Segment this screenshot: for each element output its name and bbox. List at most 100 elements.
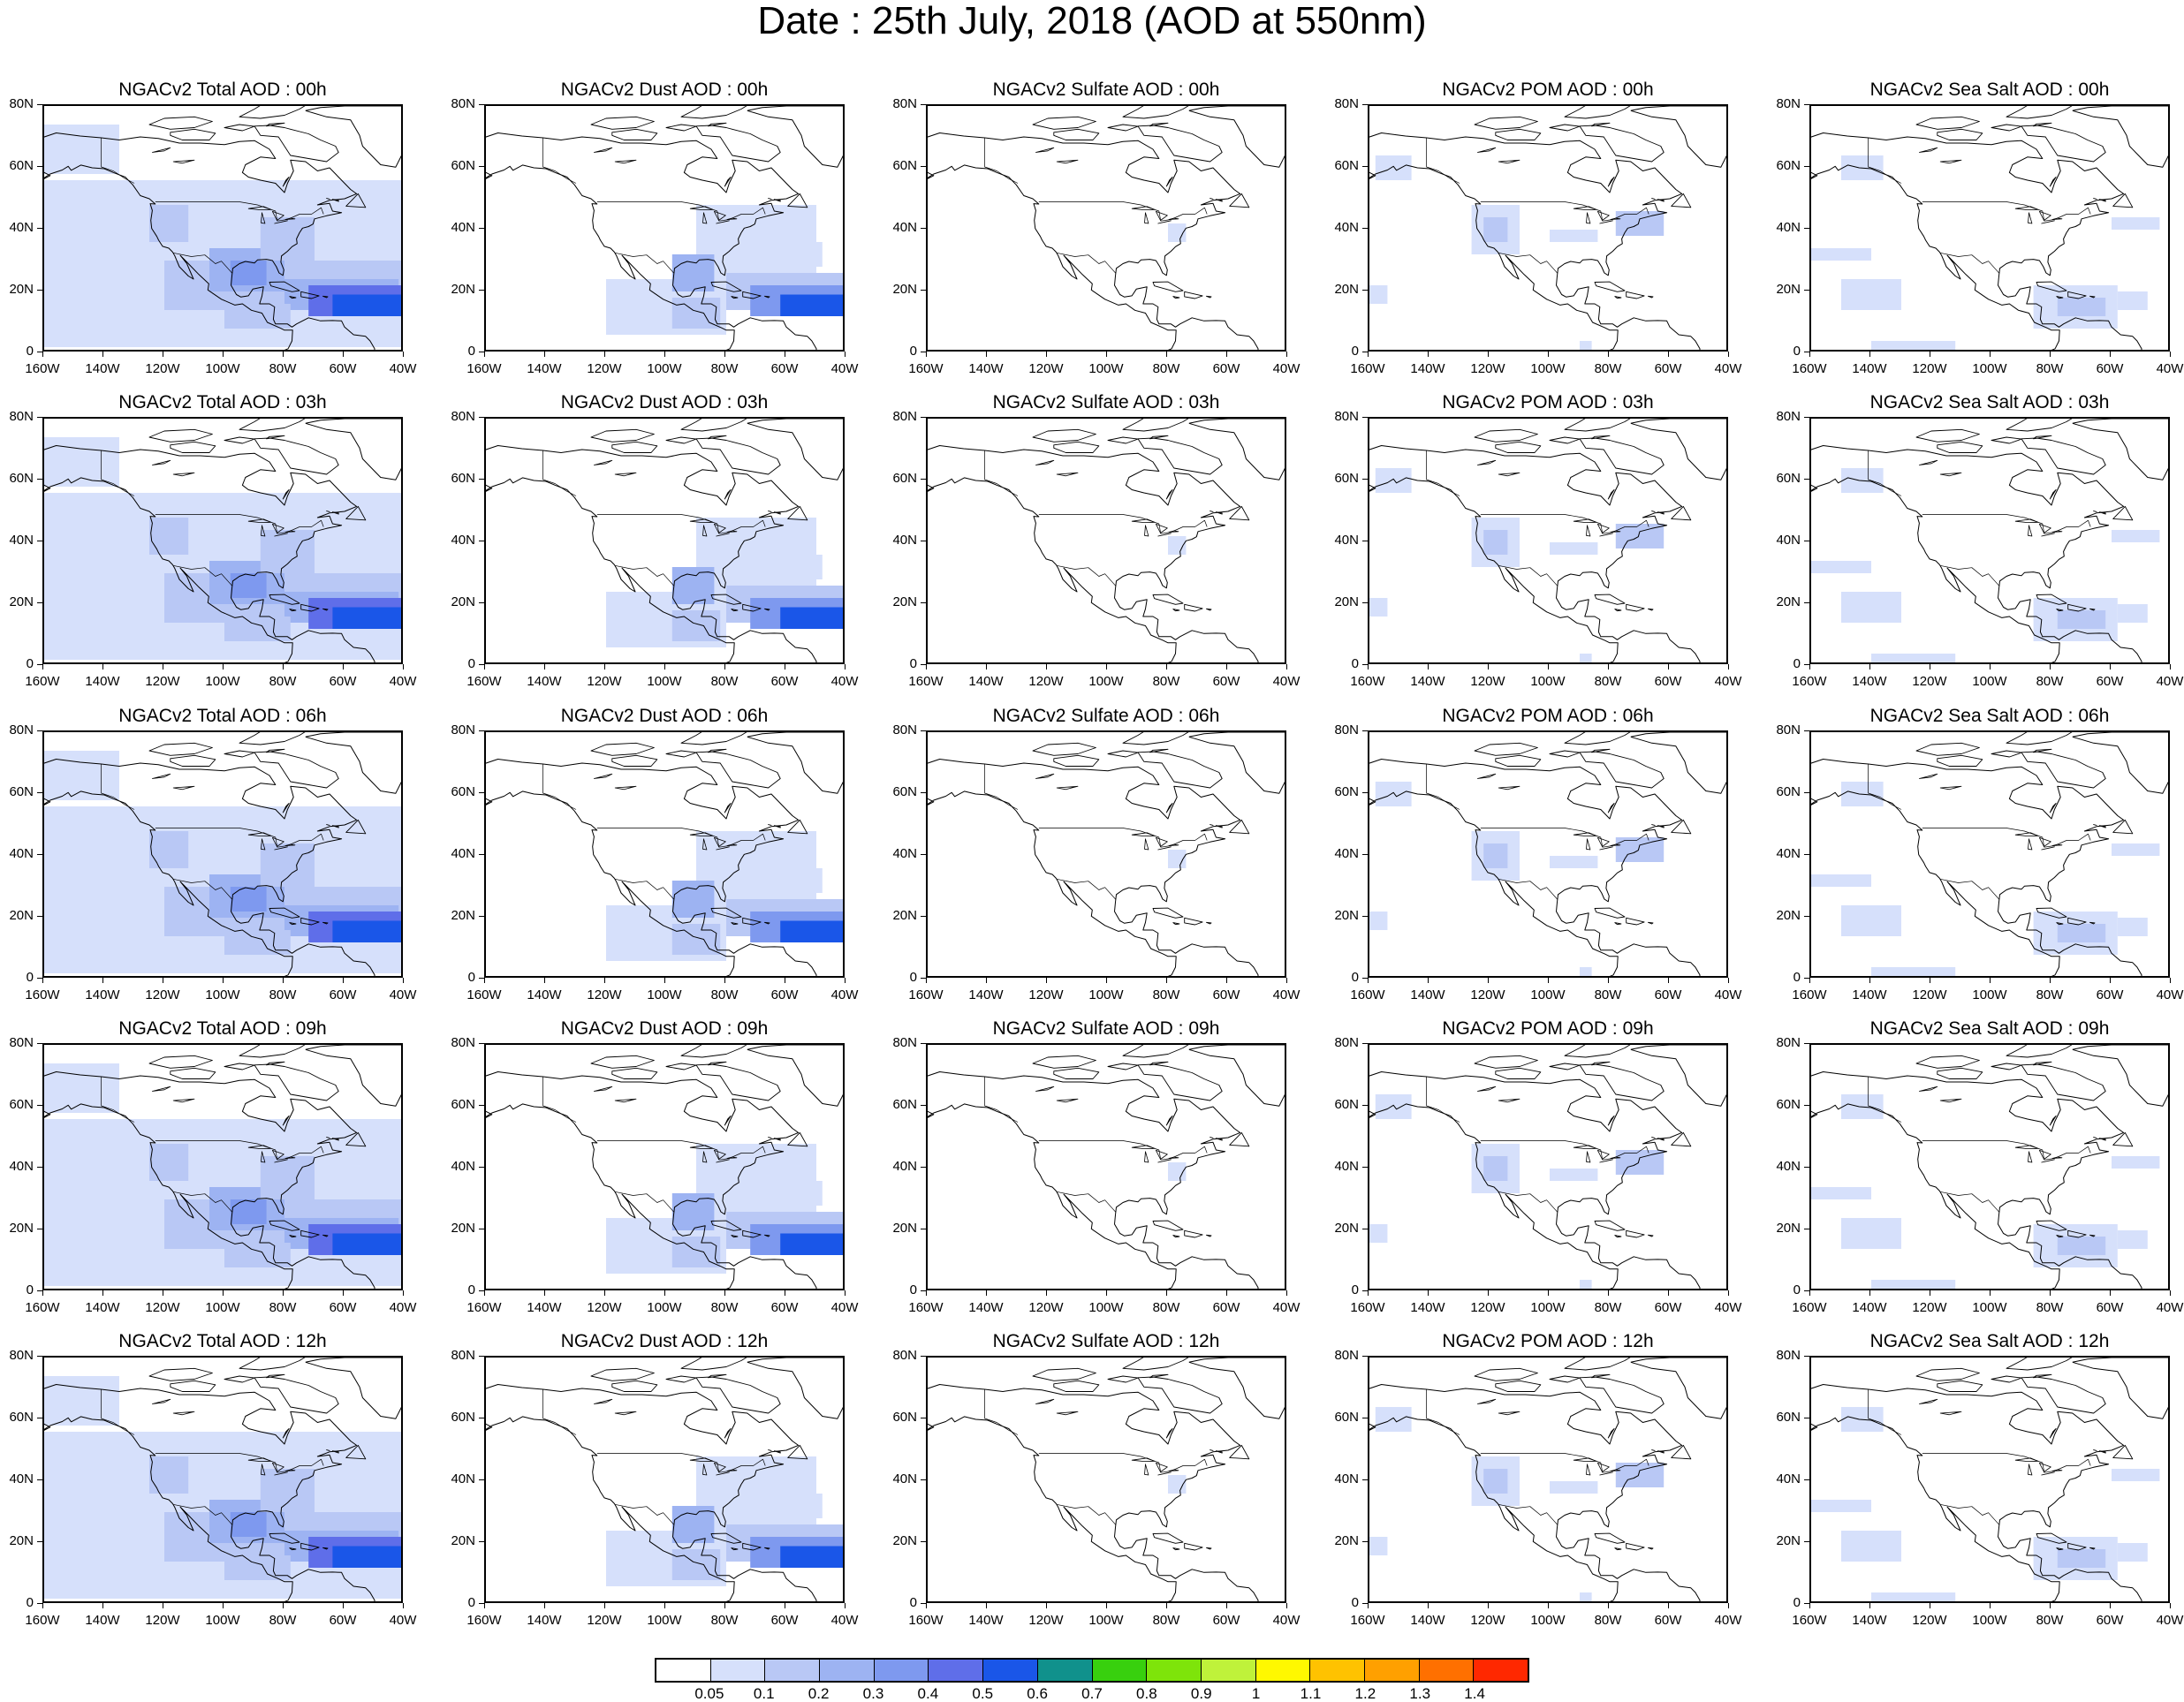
lat-tick [1804, 1043, 1809, 1044]
island-outline [1032, 1055, 1096, 1069]
lon-tick [544, 664, 545, 669]
lat-tick-label: 80N [451, 409, 475, 424]
aod-shade [44, 1376, 119, 1426]
lon-tick-label: 80W [710, 1300, 739, 1315]
country-border [155, 201, 324, 222]
aod-shade [1580, 1280, 1592, 1289]
lat-tick-label: 40N [9, 220, 34, 235]
island-outline [1152, 594, 1184, 605]
island-outline [2049, 489, 2057, 500]
island-outline [1648, 921, 1654, 925]
island-outline [300, 291, 320, 299]
lat-tick [1362, 792, 1368, 793]
lon-tick-label: 160W [25, 361, 60, 376]
island-outline [148, 742, 213, 756]
lon-tick [724, 664, 725, 669]
lat-tick [479, 1167, 484, 1168]
panel-title: NGACv2 Sulfate AOD : 03h [992, 392, 1220, 412]
lat-tick-label: 80N [9, 722, 34, 738]
lon-tick-label: 140W [968, 361, 1004, 376]
lake-outline [274, 1471, 288, 1476]
island-outline [1053, 128, 1100, 140]
lon-tick [664, 664, 665, 669]
lake-outline [716, 1159, 730, 1163]
colorbar-swatch [1037, 1660, 1093, 1681]
lat-tick [1804, 1167, 1809, 1168]
map-frame [484, 730, 845, 978]
island-outline [773, 511, 781, 515]
panel-title: NGACv2 Dust AOD : 00h [560, 79, 769, 100]
lon-tick-label: 60W [1212, 674, 1240, 689]
map-panel: NGACv2 Sulfate AOD : 06h 80N 60N 40N 20N 0 160… [883, 704, 1329, 1008]
lon-tick-label: 40W [2156, 361, 2184, 376]
lon-tick-label: 160W [1350, 1613, 1385, 1628]
island-outline [1215, 511, 1223, 515]
colorbar-label: 1.1 [1300, 1685, 1322, 1702]
island-outline [1032, 1367, 1096, 1381]
lake-outline [2028, 1464, 2033, 1476]
aod-shade [2057, 1237, 2106, 1255]
coastline [305, 1045, 401, 1107]
coastline [44, 759, 375, 976]
island-outline [768, 198, 772, 200]
lon-tick-label: 60W [1654, 361, 1682, 376]
lake-outline [1597, 1463, 1610, 1472]
lon-tick-label: 160W [25, 987, 60, 1002]
island-outline [1149, 435, 1169, 440]
lon-tick [845, 1603, 846, 1608]
lat-tick-label: 20N [1776, 282, 1801, 297]
lon-tick [1488, 352, 1489, 357]
island-outline [269, 594, 300, 605]
island-outline [148, 1367, 213, 1381]
lat-tick-label: 80N [1334, 722, 1359, 738]
aod-shade [780, 1494, 823, 1518]
island-outline [322, 921, 329, 925]
lake-outline [272, 211, 284, 221]
lon-tick [343, 352, 344, 357]
lake-outline [1586, 838, 1591, 851]
colorbar-label: 0.7 [1081, 1685, 1103, 1702]
lake-outline [1035, 773, 1055, 779]
lat-tick-label: 40N [1776, 1471, 1801, 1486]
island-outline [695, 437, 781, 475]
aod-shade [2112, 530, 2160, 542]
lake-outline [1610, 530, 1621, 533]
lon-tick-label: 160W [1792, 1613, 1827, 1628]
island-outline [239, 106, 306, 119]
lat-tick-label: 40N [9, 533, 34, 548]
lon-tick-label: 60W [1212, 361, 1240, 376]
lon-tick-label: 120W [587, 1613, 622, 1628]
lon-tick-label: 80W [269, 987, 297, 1002]
aod-shade [224, 1555, 291, 1580]
lat-tick [37, 290, 42, 291]
island-outline [731, 1235, 739, 1238]
lat-tick [1804, 792, 1809, 793]
lat-tick-label: 0 [467, 1282, 475, 1297]
lat-tick [479, 602, 484, 603]
island-outline [2056, 296, 2064, 299]
lon-tick [724, 1603, 725, 1608]
lon-tick-label: 160W [1350, 361, 1385, 376]
panel-title: NGACv2 Total AOD : 03h [118, 392, 327, 412]
lake-outline [1157, 1159, 1172, 1163]
lat-tick [921, 664, 926, 665]
island-outline [345, 1444, 367, 1460]
lon-tick [223, 664, 224, 669]
lon-tick-label: 140W [1410, 987, 1445, 1002]
island-outline [1122, 732, 1189, 745]
aod-shade [671, 881, 715, 918]
island-outline [2021, 437, 2106, 475]
lat-tick-label: 0 [26, 1282, 34, 1297]
lon-tick-label: 80W [710, 987, 739, 1002]
lon-tick-label: 80W [269, 361, 297, 376]
colorbar-label: 0.8 [1136, 1685, 1157, 1702]
lon-tick [1548, 352, 1549, 357]
lon-tick [664, 978, 665, 983]
island-outline [1991, 436, 2022, 444]
lake-outline [2039, 524, 2051, 533]
lon-tick [484, 1290, 485, 1296]
island-outline [2036, 1532, 2067, 1544]
lon-tick-label: 100W [1088, 1613, 1124, 1628]
island-outline [1032, 742, 1096, 756]
lon-tick-label: 80W [269, 1613, 297, 1628]
